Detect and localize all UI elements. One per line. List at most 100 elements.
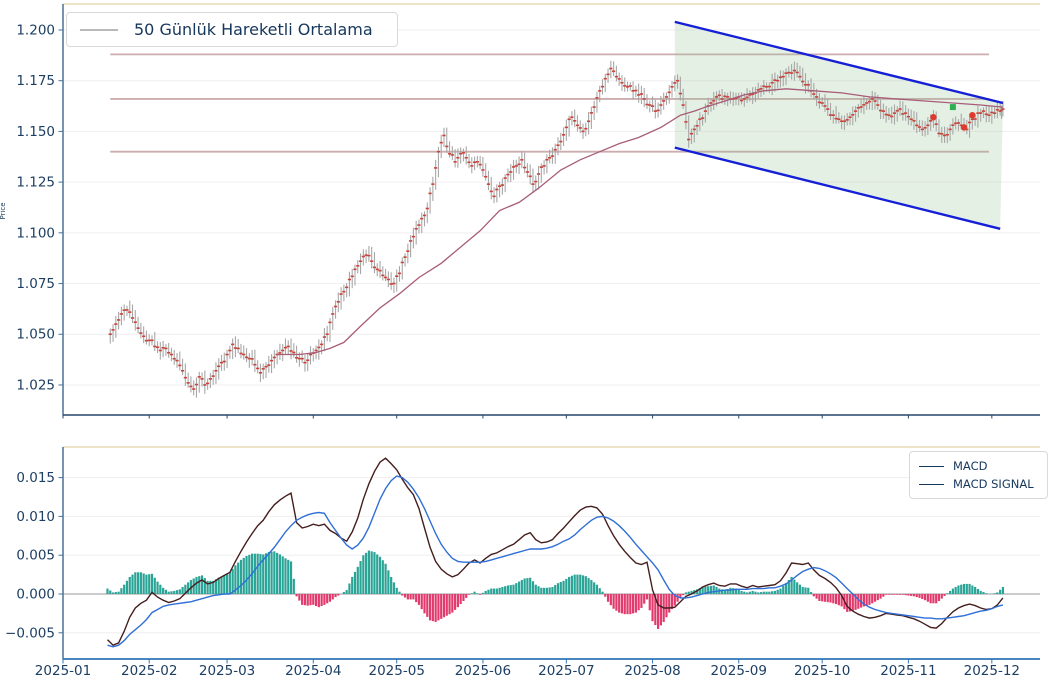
macd-hist-bar-negative — [935, 594, 938, 604]
close-tick — [420, 217, 424, 220]
close-tick — [865, 102, 869, 104]
macd-hist-bar-positive — [498, 587, 501, 594]
macd-hist-bar-positive — [804, 587, 807, 594]
macd-hist-bar-negative — [295, 594, 298, 597]
close-tick — [592, 106, 596, 108]
close-tick — [826, 108, 830, 110]
macd-hist-bar-negative — [631, 594, 635, 614]
close-tick — [289, 350, 293, 352]
macd-hist-bar-positive — [128, 576, 131, 594]
macd-hist-bar-negative — [871, 594, 874, 604]
close-tick — [600, 85, 605, 88]
close-tick — [150, 339, 154, 342]
macd-hist-bar-positive — [732, 588, 735, 594]
macd-hist-bar-negative — [857, 594, 860, 609]
close-tick — [261, 367, 265, 370]
close-tick — [645, 103, 649, 106]
close-tick — [523, 166, 527, 169]
close-tick — [203, 384, 207, 386]
macd-hist-bar-positive — [345, 590, 348, 594]
macd-hist-bar-positive — [390, 576, 393, 594]
xtick-label: 2025-04 — [285, 663, 341, 678]
macd-hist-bar-negative — [606, 594, 610, 602]
close-tick — [256, 367, 260, 370]
close-tick — [973, 118, 977, 120]
macd-hist-bar-positive — [470, 593, 473, 594]
close-tick — [650, 105, 655, 107]
macd-hist-bar-positive — [284, 558, 287, 594]
macd-hist-bar-positive — [378, 556, 382, 594]
macd-hist-bar-positive — [131, 574, 134, 594]
close-tick — [578, 127, 582, 129]
close-tick — [425, 207, 429, 210]
macd-hist-bar-positive — [793, 579, 796, 594]
close-tick — [620, 81, 624, 84]
macd-hist-bar-negative — [323, 594, 326, 605]
macd-hist-bar-negative — [898, 594, 902, 595]
macd-hist-bar-positive — [729, 587, 732, 594]
close-tick — [320, 343, 324, 346]
macd-hist-bar-positive — [214, 579, 218, 594]
close-tick — [954, 122, 958, 125]
close-tick — [367, 254, 371, 257]
close-tick — [778, 76, 783, 79]
close-tick — [817, 101, 822, 104]
macd-hist-bar-positive — [587, 578, 590, 594]
close-tick — [859, 106, 863, 108]
close-tick — [503, 177, 507, 179]
close-tick — [217, 365, 221, 368]
close-tick — [130, 317, 135, 319]
close-tick — [478, 163, 482, 166]
close-tick — [372, 266, 377, 269]
close-tick — [653, 110, 657, 112]
macd-hist-bar-positive — [167, 591, 170, 594]
close-tick — [356, 265, 360, 267]
macd-hist-bar-negative — [862, 594, 865, 607]
close-tick — [687, 138, 691, 141]
close-tick — [956, 122, 961, 124]
close-tick — [534, 180, 538, 183]
macd-hist-bar-positive — [200, 575, 204, 594]
macd-hist-bar-positive — [150, 573, 154, 594]
close-tick — [197, 376, 201, 378]
macd-hist-bar-positive — [134, 572, 137, 594]
macd-hist-bar-positive — [481, 592, 485, 594]
macd-hist-bar-positive — [757, 592, 760, 594]
macd-hist-bar-negative — [918, 594, 921, 598]
close-tick — [612, 70, 616, 73]
macd-hist-bar-negative — [320, 594, 323, 607]
xtick-label: 2025-06 — [455, 663, 511, 678]
close-tick — [136, 327, 140, 329]
macd-hist-bar-negative — [417, 594, 421, 605]
macd-hist-bar-negative — [618, 594, 621, 613]
close-tick — [923, 126, 927, 129]
close-tick — [764, 85, 769, 88]
macd-hist-bar-negative — [337, 594, 340, 596]
macd-hist-bar-positive — [181, 587, 184, 594]
close-tick — [250, 358, 254, 360]
macd-hist-bar-negative — [654, 594, 657, 626]
close-tick — [509, 171, 513, 173]
macd-hist-bar-positive — [148, 574, 151, 594]
macd-hist-bar-positive — [565, 578, 568, 594]
close-tick — [929, 120, 933, 122]
macd-hist-bar-positive — [540, 587, 543, 594]
macd-hist-bar-positive — [698, 588, 701, 594]
macd-hist-bar-negative — [437, 594, 440, 621]
close-tick — [175, 359, 179, 362]
macd-hist-bar-positive — [387, 570, 390, 594]
close-tick — [447, 152, 452, 155]
close-tick — [286, 345, 290, 348]
close-tick — [180, 369, 185, 372]
macd-hist-bar-positive — [715, 587, 718, 594]
close-tick — [876, 104, 880, 106]
macd-ytick-label: 0.015 — [16, 470, 55, 486]
macd-hist-bar-positive — [801, 587, 804, 594]
macd-hist-bar-positive — [487, 589, 490, 594]
close-tick — [414, 227, 418, 230]
macd-hist-bar-negative — [832, 594, 835, 604]
macd-hist-bar-positive — [195, 576, 198, 594]
close-tick — [233, 347, 238, 349]
macd-hist-bar-positive — [573, 574, 576, 594]
close-tick — [167, 351, 171, 354]
